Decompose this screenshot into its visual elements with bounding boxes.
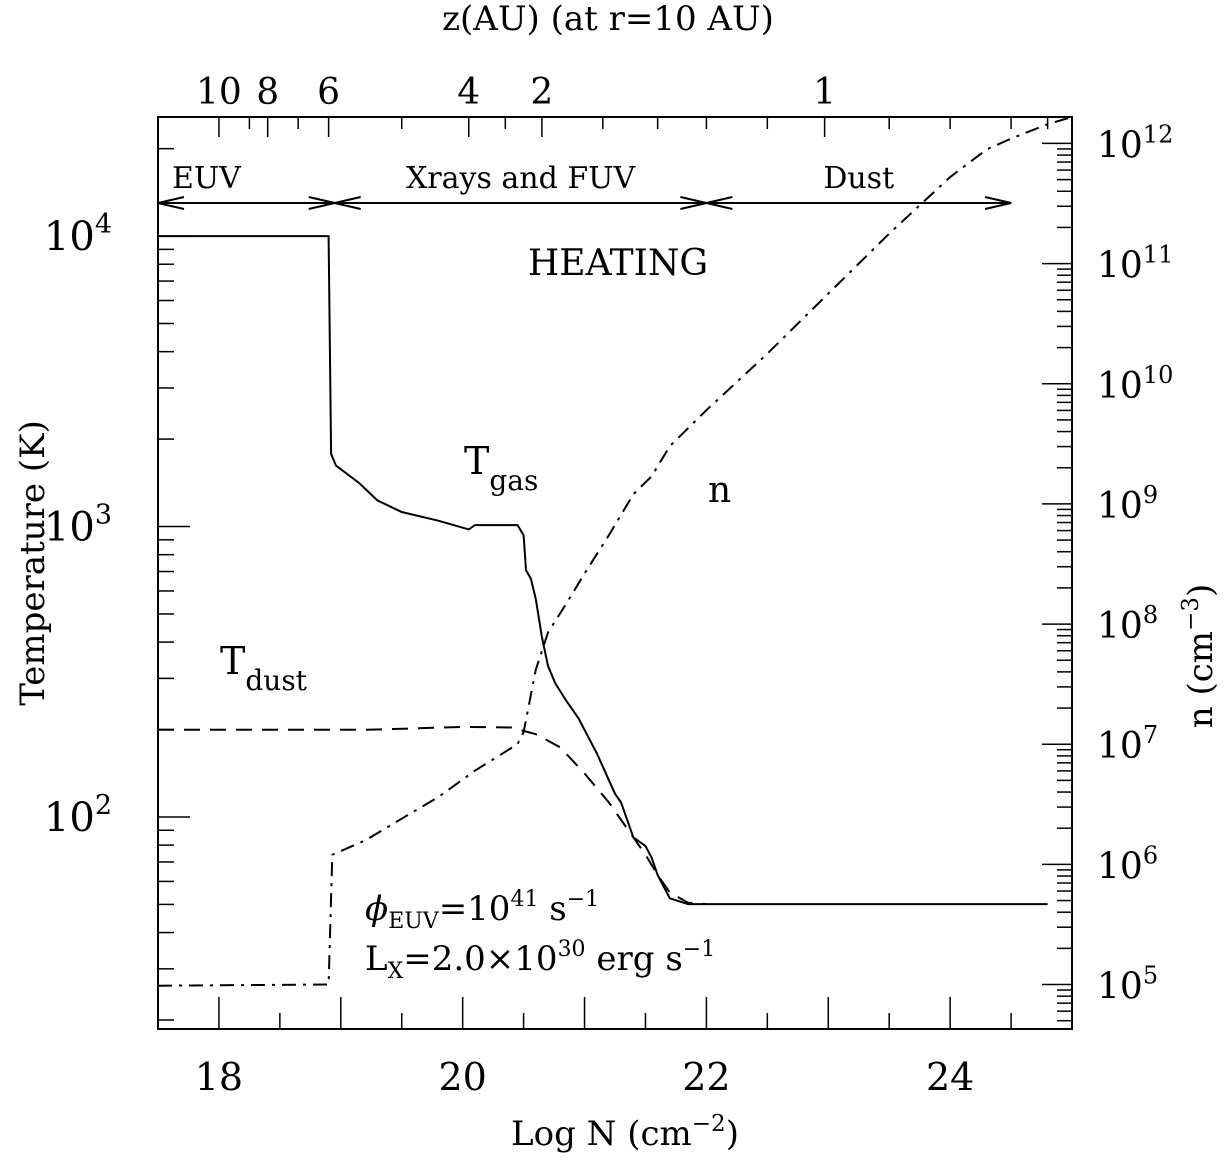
right-axis-title: n (cm−3) (1178, 584, 1221, 728)
right-tick-label: 107 (1097, 721, 1158, 767)
left-tick-label: 103 (44, 500, 112, 551)
right-tick-label: 109 (1097, 481, 1158, 527)
series-line-1 (158, 725, 707, 906)
x-tick-label: 20 (438, 1055, 486, 1099)
region-label: EUV (172, 161, 242, 196)
top-tick-label: 10 (196, 72, 242, 113)
series-line-2 (157, 116, 1073, 987)
tick-marks (158, 117, 1073, 1029)
x-axis-title-sup: −2 (692, 1111, 726, 1137)
region-arrowhead-right (984, 196, 1012, 210)
n-label: n (708, 470, 731, 511)
right-tick-label: 105 (1097, 962, 1158, 1008)
tdust-label: Tdust (220, 639, 308, 697)
x-axis-title: Log N (cm−2) (511, 1111, 739, 1154)
tgas-label: Tgas (464, 439, 538, 497)
top-tick-label: 2 (530, 72, 553, 113)
x-tick-label: 24 (926, 1055, 974, 1099)
series-line-0 (158, 235, 1048, 906)
right-tick-label: 106 (1097, 841, 1158, 887)
top-tick-label: 1 (813, 72, 836, 113)
right-tick-label: 108 (1097, 601, 1158, 647)
region-arrowhead-left (157, 196, 185, 210)
top-tick-label: 4 (457, 72, 480, 113)
top-tick-label: 6 (317, 72, 340, 113)
heating-regions: EUV Xrays and FUV Dust (157, 161, 1012, 210)
lx-annotation: LX=2.0×1030 erg s−1 (365, 937, 715, 984)
region-label: Xrays and FUV (406, 161, 637, 196)
right-tick-label: 1010 (1097, 361, 1173, 407)
right-axis-title-sup: −3 (1178, 597, 1204, 631)
region-arrowhead-left (334, 196, 361, 210)
top-tick-label: 8 (256, 72, 279, 113)
series-lines (157, 116, 1073, 987)
x-tick-label: 22 (682, 1055, 730, 1099)
right-tick-label: 1011 (1097, 241, 1173, 287)
region-label: Dust (823, 161, 894, 196)
left-axis-title: Temperature (K) (13, 420, 53, 705)
heating-label: HEATING (528, 243, 708, 284)
x-tick-label: 18 (195, 1055, 243, 1099)
right-tick-label: 1012 (1097, 120, 1173, 166)
phi-euv-annotation: ϕEUV=1041 s−1 (365, 887, 599, 934)
region-arrowhead-left (706, 196, 733, 210)
top-axis-title: z(AU) (at r=10 AU) (442, 0, 774, 39)
left-tick-label: 104 (44, 209, 112, 260)
left-tick-label: 102 (44, 790, 112, 841)
plot-frame (157, 116, 1073, 1030)
